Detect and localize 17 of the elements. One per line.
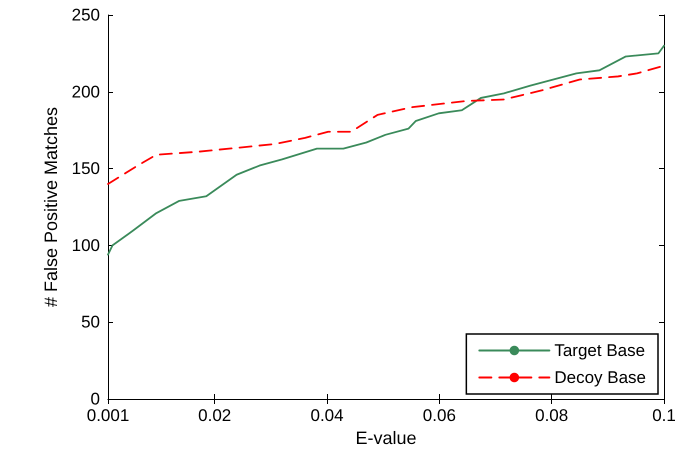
x-tick-label: 0.02: [198, 406, 232, 425]
y-axis-title: # False Positive Matches: [41, 106, 61, 308]
y-tick-label: 50: [81, 312, 100, 332]
y-tick-label: 150: [72, 159, 100, 178]
x-axis-title: E-value: [355, 428, 417, 448]
legend-label: Decoy Base: [554, 368, 646, 387]
y-tick-label: 250: [72, 6, 100, 24]
x-tick-label: 0.06: [422, 406, 456, 425]
legend-label: Target Base: [554, 341, 646, 360]
x-tick-label: 0.1: [652, 406, 676, 425]
y-tick-label: 0: [90, 390, 100, 408]
y-tick-label: 200: [72, 82, 100, 102]
x-tick-label: 0.08: [535, 406, 568, 425]
x-tick-label: 0.001: [86, 406, 130, 425]
x-tick-label: 0.04: [310, 406, 344, 425]
y-tick-label: 100: [72, 236, 100, 255]
line-series: [107, 44, 665, 256]
